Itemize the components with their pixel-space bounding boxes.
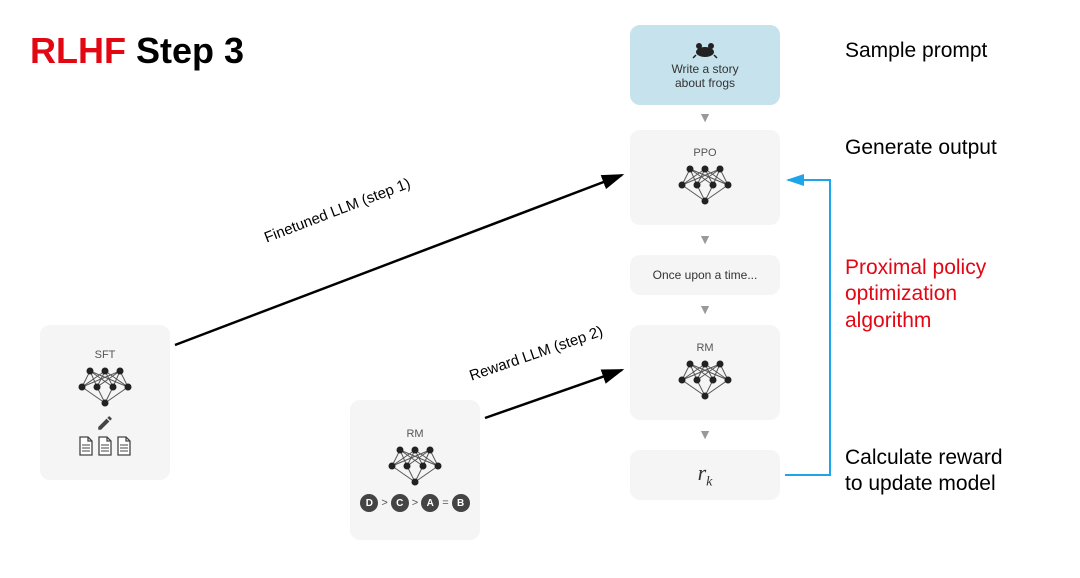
- neural-net-icon: [380, 442, 450, 490]
- neural-net-icon: [670, 161, 740, 209]
- rank-op-2: =: [442, 497, 448, 509]
- prompt-box: Write a story about frogs: [630, 25, 780, 105]
- sft-label: SFT: [95, 349, 116, 361]
- rank-d: D: [360, 494, 378, 512]
- output-box: Once upon a time...: [630, 255, 780, 295]
- rank-b: B: [452, 494, 470, 512]
- title-red: RLHF: [30, 30, 126, 71]
- frog-icon: [692, 41, 718, 59]
- ranking-row: D > C > A = B: [360, 494, 469, 512]
- label-calculate-reward: Calculate reward to update model: [845, 445, 1003, 498]
- reward-box: rk: [630, 450, 780, 500]
- rank-op-1: >: [412, 497, 418, 509]
- label-generate-output: Generate output: [845, 135, 997, 161]
- rm-source-box: RM D > C > A = B: [350, 400, 480, 540]
- reward-symbol: rk: [698, 460, 713, 490]
- sft-box: SFT: [40, 325, 170, 480]
- arrow-label-finetuned: Finetuned LLM (step 1): [262, 175, 413, 246]
- rank-a: A: [421, 494, 439, 512]
- rm-source-label: RM: [406, 428, 423, 440]
- pencil-icon: [96, 414, 114, 432]
- rank-op-0: >: [381, 497, 387, 509]
- rank-c: C: [391, 494, 409, 512]
- arrow-label-reward: Reward LLM (step 2): [467, 323, 605, 385]
- rm-box: RM: [630, 325, 780, 420]
- ppo-label: PPO: [693, 147, 716, 159]
- title-black: Step 3: [126, 30, 244, 71]
- ppo-box: PPO: [630, 130, 780, 225]
- chevron-1: ▼: [630, 109, 780, 125]
- neural-net-icon: [670, 356, 740, 404]
- page-title: RLHF Step 3: [30, 30, 244, 72]
- documents-icon: [77, 436, 133, 456]
- chevron-4: ▼: [630, 426, 780, 442]
- neural-net-icon: [70, 363, 140, 411]
- chevron-3: ▼: [630, 301, 780, 317]
- output-text: Once upon a time...: [653, 268, 758, 282]
- prompt-line2: about frogs: [675, 76, 735, 90]
- label-ppo-description: Proximal policy optimization algorithm: [845, 255, 986, 334]
- prompt-line1: Write a story: [671, 62, 738, 76]
- rm-label: RM: [696, 342, 713, 354]
- label-sample-prompt: Sample prompt: [845, 38, 987, 64]
- chevron-2: ▼: [630, 231, 780, 247]
